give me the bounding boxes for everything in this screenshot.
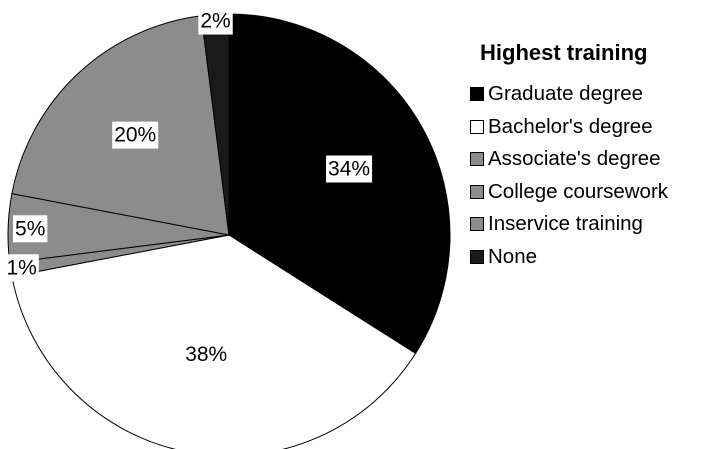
legend-swatch — [470, 249, 484, 264]
legend-item-graduate-degree: Graduate degree — [470, 78, 668, 111]
slice-label-text: 38% — [185, 343, 227, 366]
slice-label-inservice-training: 20% — [112, 121, 159, 149]
legend-items: Graduate degree Bachelor's degree Associat… — [470, 78, 668, 273]
slice-label-text: 1% — [6, 256, 36, 279]
slice-label-background — [326, 155, 373, 183]
legend-label: Associate's degree — [488, 147, 661, 171]
legend-item-associate-s-degree: Associate's degree — [470, 143, 668, 176]
slice-label-background — [198, 7, 233, 35]
legend-title: Highest training — [480, 40, 648, 65]
slice-label-background — [112, 121, 159, 149]
legend-item-none: None — [470, 241, 668, 274]
legend-swatch — [470, 119, 484, 134]
legend-swatch — [470, 87, 484, 102]
slice-label-none: 2% — [198, 7, 233, 35]
legend-label: Bachelor's degree — [488, 114, 653, 138]
legend: Highest training Graduate degree Bachelor… — [470, 40, 668, 273]
slice-label-text: 2% — [200, 10, 230, 33]
slice-label-college-coursework: 5% — [13, 215, 48, 243]
legend-label: None — [488, 244, 538, 268]
legend-label: Inservice training — [488, 212, 643, 236]
slice-label-background — [4, 254, 39, 282]
legend-label: College coursework — [488, 179, 669, 203]
slice-label-graduate-degree: 34% — [326, 155, 373, 183]
legend-swatch — [470, 152, 484, 167]
slice-label-background — [13, 215, 48, 243]
legend-item-college-coursework: College coursework — [470, 176, 668, 209]
slice-label-associate-s-degree: 1% — [4, 254, 39, 282]
slice-label-text: 5% — [15, 217, 45, 240]
slice-label-bachelor-s-degree: 38% — [183, 340, 230, 368]
legend-item-bachelor-s-degree: Bachelor's degree — [470, 111, 668, 144]
slice-label-text: 20% — [114, 124, 156, 147]
slice-label-text: 34% — [328, 157, 370, 180]
legend-label: Graduate degree — [488, 82, 644, 106]
pie-slice-graduate-degree — [228, 13, 451, 355]
legend-item-inservice-training: Inservice training — [470, 208, 668, 241]
legend-swatch — [470, 184, 484, 199]
legend-swatch — [470, 217, 484, 232]
slice-label-background — [183, 340, 230, 368]
